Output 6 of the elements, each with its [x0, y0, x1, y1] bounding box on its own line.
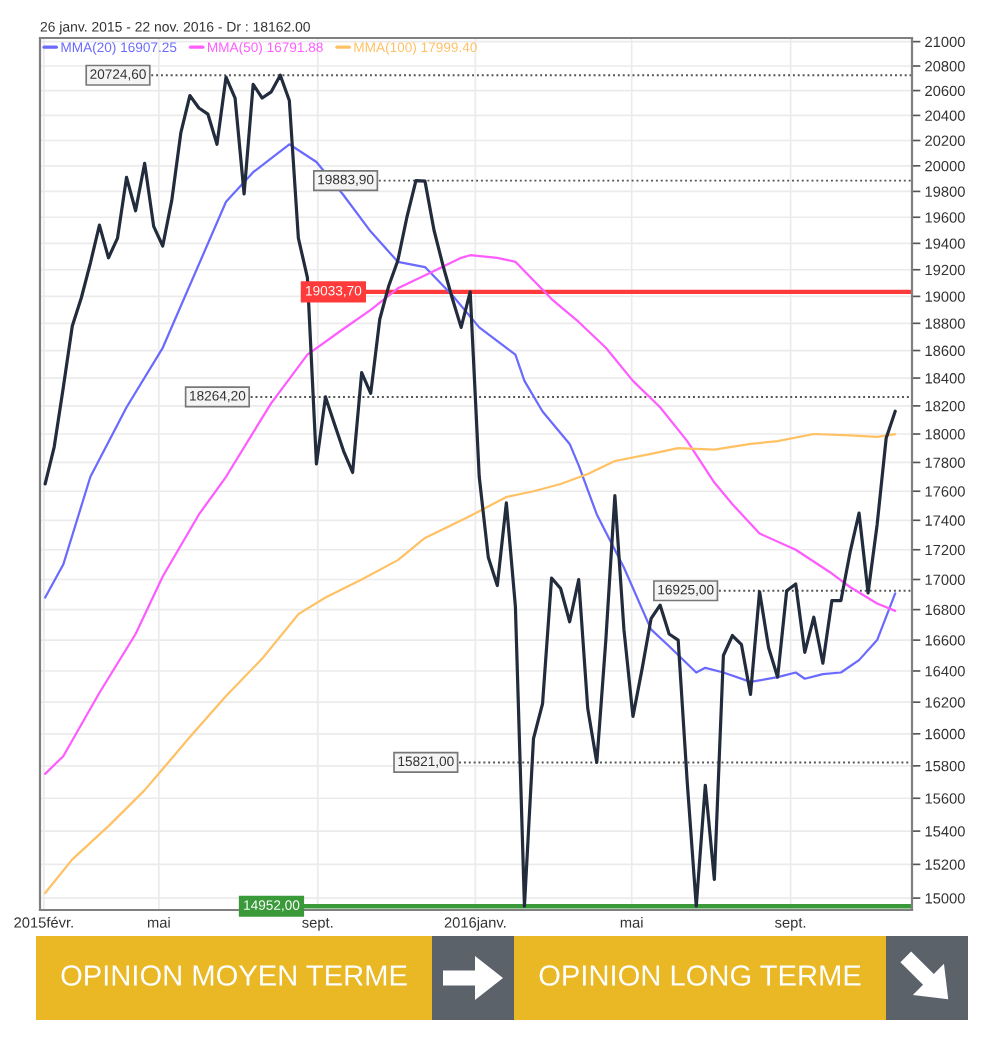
- line-series: [44, 143, 897, 683]
- line-series: [43, 73, 897, 908]
- text: OPINION LONG TERME: [539, 965, 861, 986]
- line-series: [44, 432, 897, 895]
- text: OPINION MOYEN TERME: [61, 965, 407, 986]
- line-series: [44, 254, 897, 776]
